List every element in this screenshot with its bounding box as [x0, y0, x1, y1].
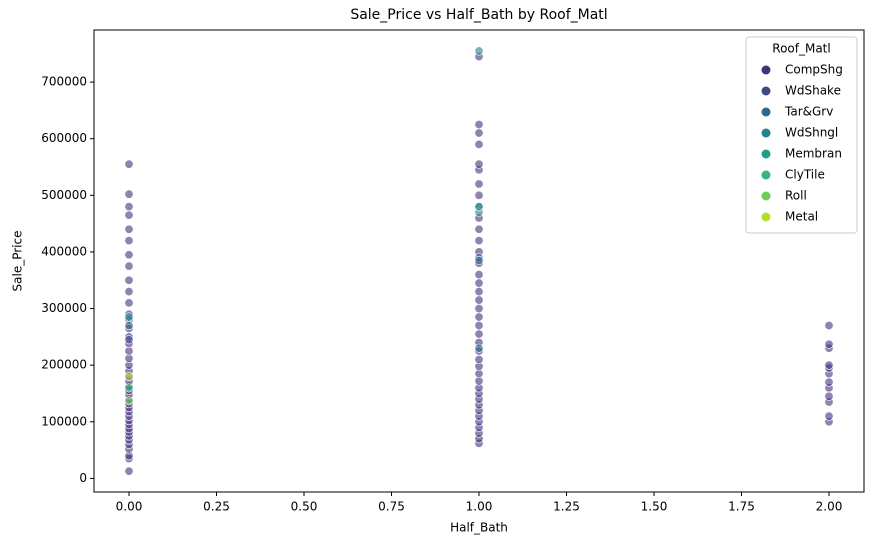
legend-label: Membran [785, 147, 842, 161]
plot-frame [93, 29, 865, 493]
point [124, 287, 134, 297]
legend-marker [761, 170, 771, 180]
point [124, 335, 134, 345]
legend-label: WdShngl [785, 126, 838, 140]
y-tick-label: 600000 [41, 131, 87, 145]
y-tick-label: 700000 [41, 75, 87, 89]
point [124, 202, 134, 212]
y-axis-label: Sale_Price [11, 231, 25, 292]
point [474, 224, 484, 234]
point [124, 466, 134, 476]
point [474, 295, 484, 305]
point [474, 139, 484, 149]
legend-marker [761, 86, 771, 96]
point [124, 371, 134, 381]
point [474, 236, 484, 246]
point [124, 250, 134, 260]
legend-label: CompShg [785, 63, 843, 77]
y-tick-label: 0 [79, 471, 87, 485]
legend-title: Roof_Matl [772, 42, 830, 56]
point [474, 159, 484, 169]
point [474, 270, 484, 280]
point [474, 329, 484, 339]
x-tick-label: 1.75 [728, 500, 755, 514]
legend-label: Roll [785, 189, 807, 203]
point [124, 312, 134, 322]
legend-marker [761, 65, 771, 75]
legend-frame [745, 36, 858, 234]
legend-label: ClyTile [785, 168, 825, 182]
y-tick-label: 500000 [41, 188, 87, 202]
y-tick-label: 100000 [41, 414, 87, 428]
x-tick-label: 1.50 [641, 500, 668, 514]
point [474, 46, 484, 56]
point [124, 224, 134, 234]
x-tick-label: 0.25 [203, 500, 230, 514]
legend-label: Tar&Grv [784, 105, 833, 119]
y-tick-label: 200000 [41, 358, 87, 372]
point [474, 190, 484, 200]
point [124, 210, 134, 220]
point [124, 396, 134, 406]
legend-marker [761, 128, 771, 138]
point [474, 312, 484, 322]
legend-marker [761, 149, 771, 159]
legend-marker [761, 191, 771, 201]
x-tick-label: 0.00 [116, 500, 143, 514]
point [124, 298, 134, 308]
legend-marker [761, 212, 771, 222]
point [824, 391, 834, 401]
x-tick-label: 1.25 [553, 500, 580, 514]
point [474, 278, 484, 288]
point [824, 377, 834, 387]
point [824, 321, 834, 331]
point [124, 275, 134, 285]
chart-title: Sale_Price vs Half_Bath by Roof_Matl [350, 7, 607, 23]
point [474, 179, 484, 189]
point [474, 304, 484, 314]
legend-marker [761, 107, 771, 117]
point [474, 128, 484, 138]
x-tick-label: 0.50 [291, 500, 318, 514]
point [124, 159, 134, 169]
point [474, 355, 484, 365]
point [824, 411, 834, 421]
point [824, 360, 834, 370]
point [124, 189, 134, 199]
legend-label: Metal [785, 210, 818, 224]
x-axis-label: Half_Bath [450, 521, 508, 535]
point [124, 261, 134, 271]
x-tick-label: 2.00 [816, 500, 843, 514]
x-tick-label: 1.00 [466, 500, 493, 514]
point [474, 343, 484, 353]
point [124, 321, 134, 331]
x-tick-label: 0.75 [378, 500, 405, 514]
point [474, 202, 484, 212]
point [124, 236, 134, 246]
point [124, 383, 134, 393]
y-tick-label: 300000 [41, 301, 87, 315]
point [824, 339, 834, 349]
y-tick-label: 400000 [41, 244, 87, 258]
legend-label: WdShake [785, 84, 841, 98]
point [474, 287, 484, 297]
point [474, 255, 484, 265]
point [474, 120, 484, 130]
point [474, 321, 484, 331]
